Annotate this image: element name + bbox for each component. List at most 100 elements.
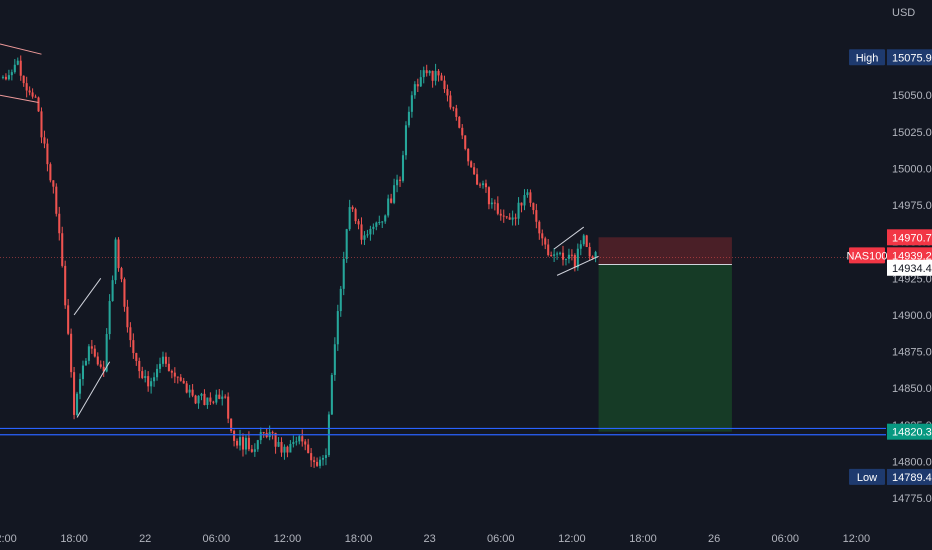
candle-body: [117, 239, 120, 269]
candle-body: [182, 380, 185, 384]
candle-body: [156, 368, 159, 378]
x-tick-label: 18:00: [60, 533, 88, 545]
ask-price-badge: [887, 259, 932, 276]
candle-body: [126, 306, 129, 328]
candle-body: [144, 376, 147, 378]
candle-body: [348, 207, 351, 230]
candle-body: [440, 75, 443, 81]
candle-body: [588, 247, 591, 257]
candle-body: [532, 202, 535, 211]
candle-body: [550, 255, 553, 257]
x-tick-label: 06:00: [203, 533, 231, 545]
x-tick-label: 12:00: [558, 533, 586, 545]
high-tag: [849, 49, 885, 66]
candle-body: [16, 60, 19, 65]
low-tag: [849, 468, 885, 485]
candle-body: [73, 372, 76, 415]
x-tick-label: 22: [139, 533, 151, 545]
candle-body: [556, 253, 559, 255]
candle-body: [570, 254, 573, 256]
candle-body: [351, 207, 354, 210]
candle-body: [215, 394, 218, 403]
candle-body: [280, 441, 283, 453]
candle-body: [244, 437, 247, 450]
candle-body: [455, 108, 458, 117]
candle-body: [289, 443, 292, 453]
candle-body: [111, 280, 114, 302]
candle-body: [390, 198, 393, 203]
candle-body: [274, 432, 277, 447]
candle-body: [108, 301, 111, 335]
candle-body: [464, 135, 467, 149]
candle-body: [158, 363, 162, 369]
candle-body: [105, 334, 108, 372]
position-zones: [598, 237, 732, 432]
current-price-tag: [849, 247, 885, 264]
candle-body: [526, 192, 529, 196]
candle-body: [10, 72, 13, 76]
y-tick-label: 15000.0: [892, 163, 932, 175]
y-tick-label: 14900.0: [892, 310, 932, 322]
candle-body: [286, 446, 289, 453]
candle-body: [1, 76, 5, 78]
current-price-tag-label: NAS100: [847, 250, 888, 262]
candle-body: [541, 233, 544, 239]
candle-body: [396, 179, 399, 186]
candle-body: [416, 84, 419, 87]
candle-body: [161, 356, 165, 364]
candle-body: [262, 432, 265, 434]
candle-body: [167, 363, 170, 371]
candle-body: [487, 187, 490, 205]
candle-body: [437, 70, 440, 76]
candle-body: [452, 107, 455, 109]
candle-body: [576, 248, 579, 268]
candle-body: [342, 258, 345, 289]
candle-body: [227, 396, 230, 419]
candle-body: [357, 221, 360, 225]
candle-body: [511, 217, 514, 220]
y-tick-label: 15050.0: [892, 90, 932, 102]
candle-body: [4, 76, 7, 80]
high-tag-label: High: [856, 52, 879, 64]
candle-body: [256, 440, 259, 450]
candle-body: [176, 376, 179, 378]
candle-body: [28, 90, 31, 93]
candle-body: [449, 95, 452, 108]
candle-body: [378, 221, 381, 223]
candle-body: [321, 457, 325, 460]
candle-body: [434, 70, 437, 81]
y-tick-label: 15025.0: [892, 127, 932, 139]
candle-body: [81, 365, 85, 380]
candle-body: [52, 180, 55, 187]
x-axis[interactable]: 12:00 18:00 22 06:00 12:00 18:00 23 06:00 12:00 1…: [0, 533, 870, 545]
candle-body: [413, 84, 416, 96]
candle-body: [517, 202, 520, 219]
low-badge: [887, 468, 932, 485]
candle-body: [76, 393, 79, 415]
candle-body: [64, 265, 67, 306]
candle-body: [147, 376, 150, 387]
candle-body: [93, 348, 96, 357]
take-profit-badge: [887, 423, 932, 440]
candle-body: [467, 148, 470, 162]
candle-body: [22, 75, 25, 84]
candle-body: [179, 377, 182, 381]
x-tick-label: 12:00: [843, 533, 871, 545]
candle-body: [514, 217, 517, 219]
candle-body: [573, 255, 576, 268]
candles: [1, 55, 597, 469]
trendline: [556, 255, 599, 276]
candle-body: [425, 70, 428, 74]
candle-body: [547, 244, 550, 256]
candle-body: [345, 229, 348, 259]
candle-body: [46, 143, 49, 165]
candle-body: [339, 288, 342, 312]
x-tick-label: 18:00: [629, 533, 657, 545]
candle-body: [372, 226, 375, 229]
candle-body: [564, 258, 568, 260]
candle-body: [150, 381, 153, 387]
candle-body: [191, 389, 194, 396]
y-tick-label: 14775.0: [892, 493, 932, 505]
